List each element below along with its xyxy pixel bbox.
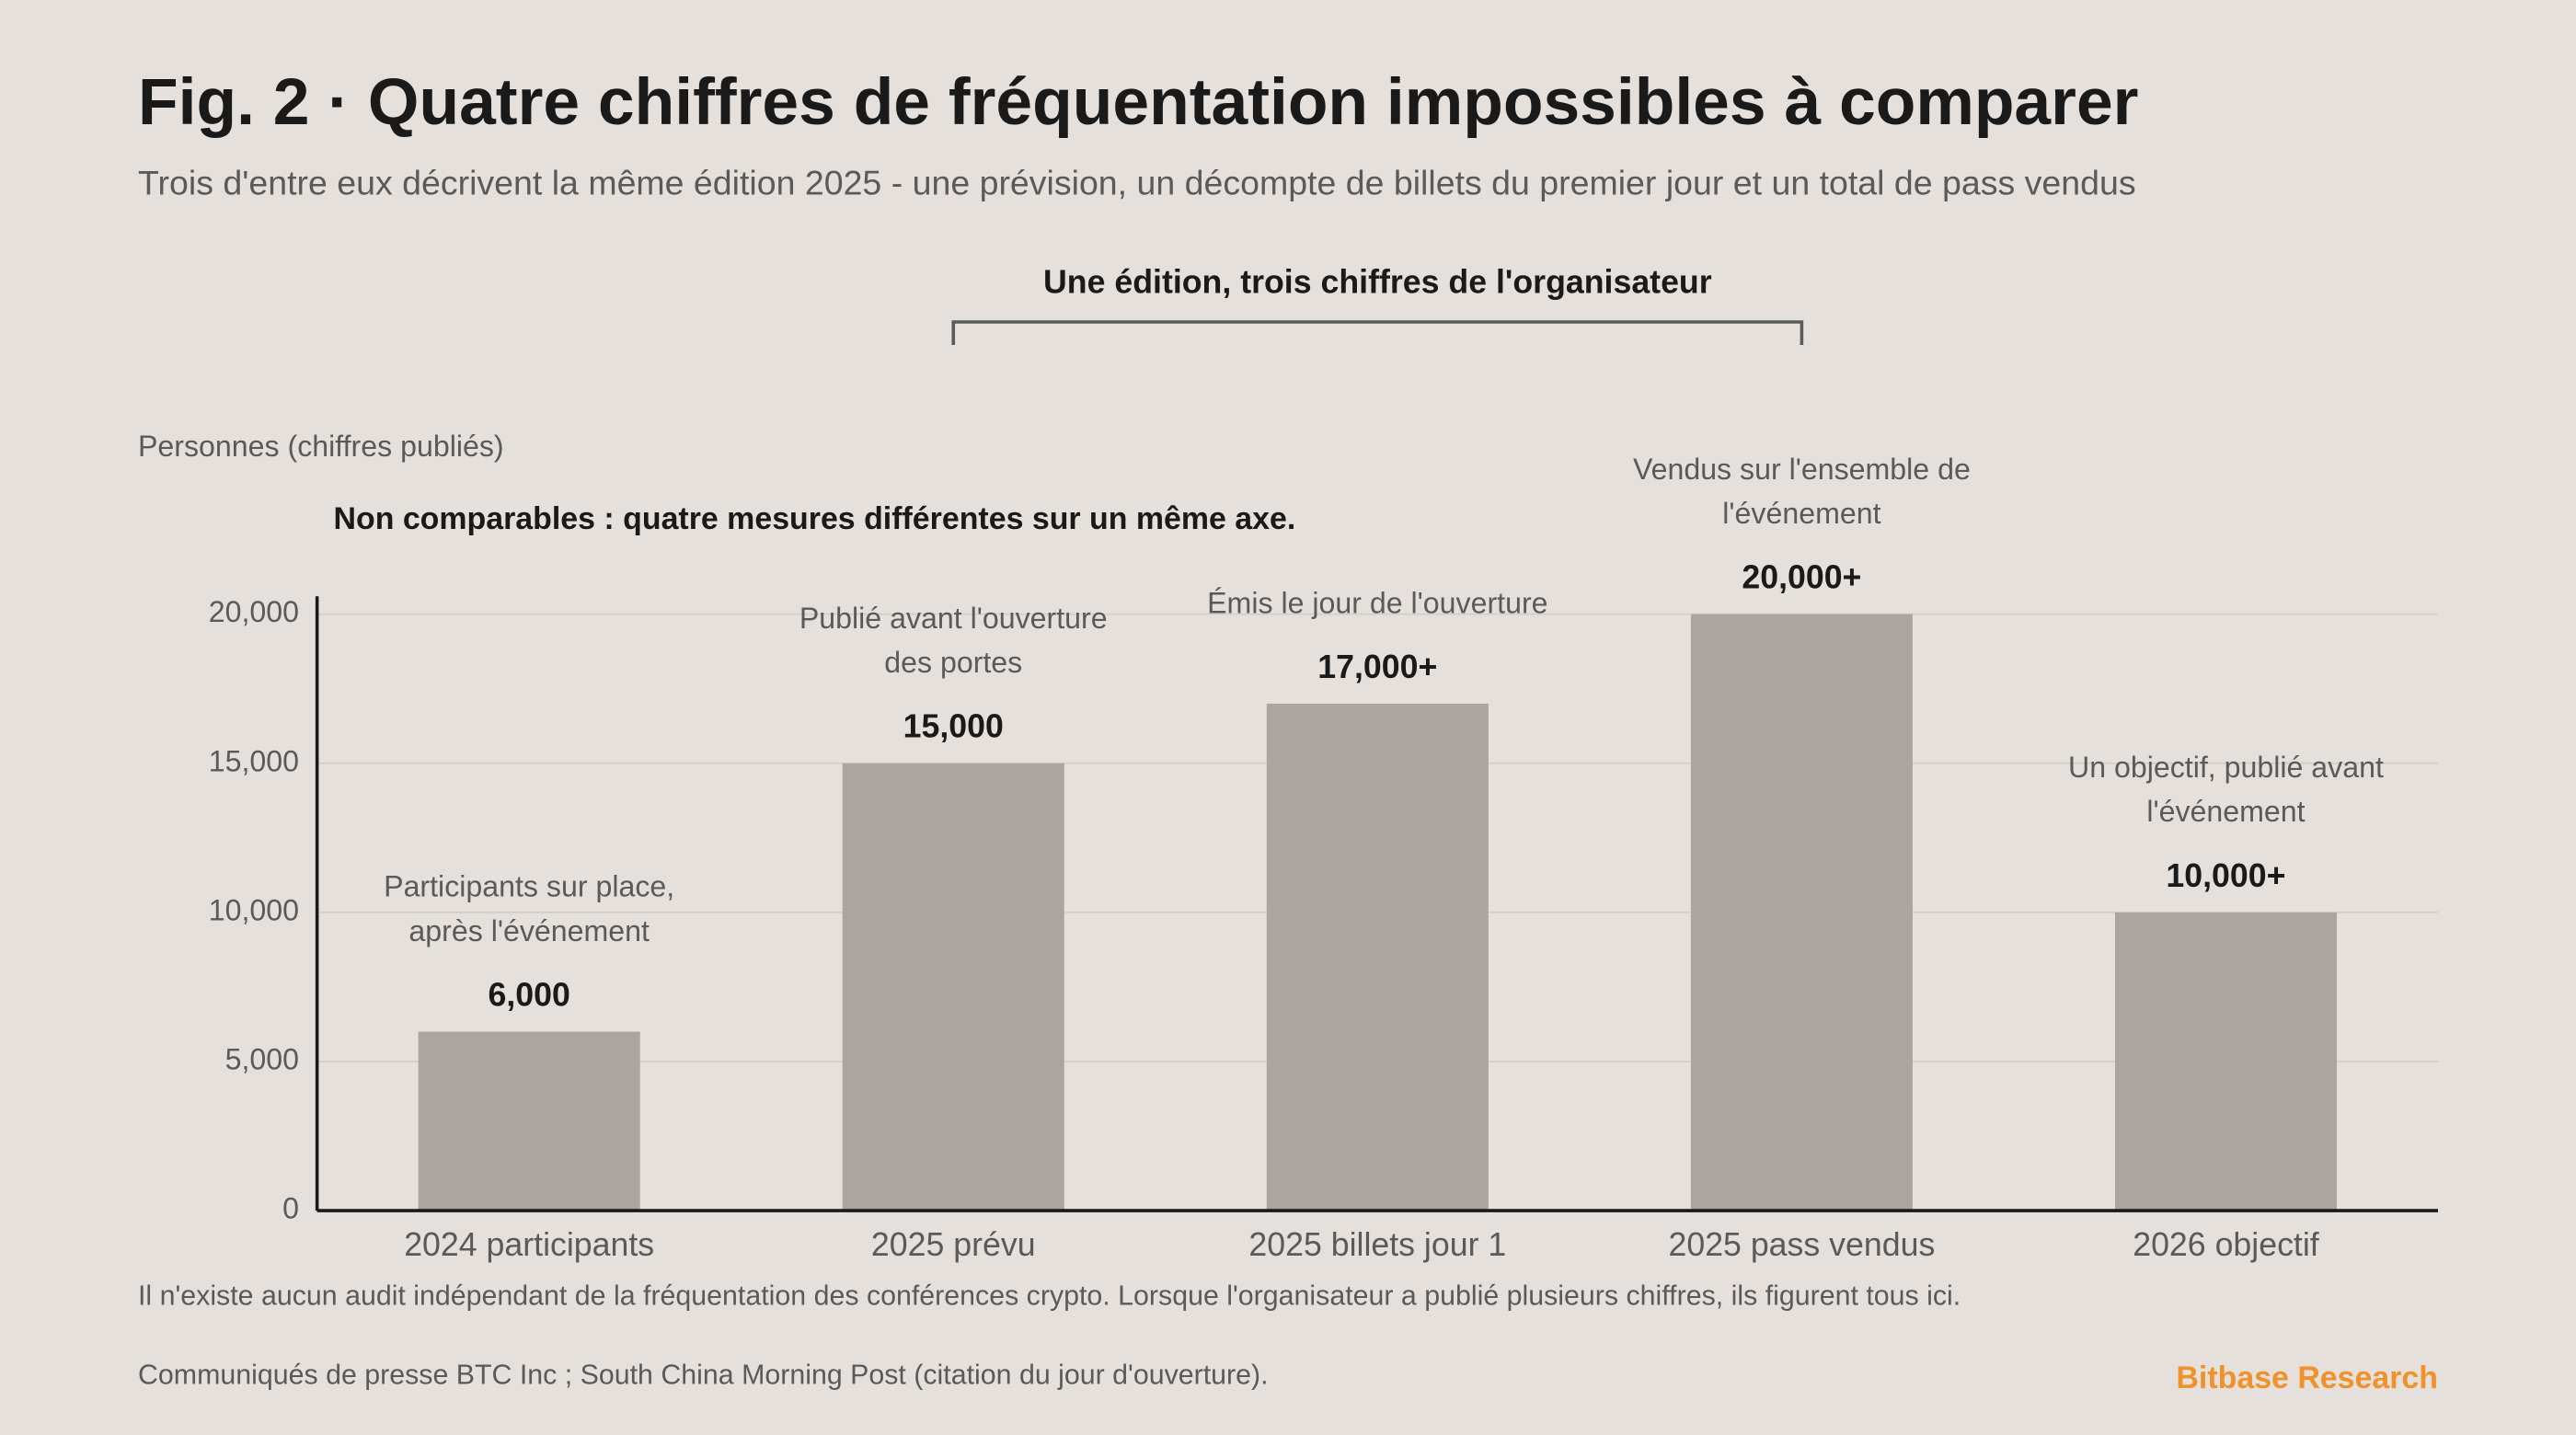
bar <box>418 1031 640 1211</box>
value-label: 15,000 <box>903 708 1004 745</box>
annotation: l'événement <box>1722 497 1880 530</box>
brand: Bitbase Research <box>2176 1360 2438 1395</box>
y-axis-label: Personnes (chiffres publiés) <box>138 430 504 463</box>
bar <box>1690 614 1913 1211</box>
y-tick-label: 20,000 <box>209 595 299 628</box>
bar <box>2114 912 2337 1211</box>
value-label: 10,000+ <box>2166 857 2285 894</box>
footnote: Il n'existe aucun audit indépendant de l… <box>138 1281 1961 1312</box>
y-tick-label: 0 <box>282 1192 299 1225</box>
annotation: des portes <box>884 646 1022 679</box>
x-tick-label: 2025 billets jour 1 <box>1248 1226 1506 1263</box>
x-tick-label: 2024 participants <box>404 1226 654 1263</box>
chart-title: Fig. 2 · Quatre chiffres de fréquentatio… <box>138 65 2138 139</box>
y-tick-label: 15,000 <box>209 744 299 777</box>
value-label: 17,000+ <box>1317 649 1437 685</box>
value-label: 6,000 <box>488 976 569 1013</box>
annotation: Participants sur place, <box>384 870 674 903</box>
bracket <box>951 320 1804 346</box>
bar <box>842 763 1064 1211</box>
annotation: Vendus sur l'ensemble de <box>1633 453 1971 486</box>
x-tick-label: 2025 pass vendus <box>1668 1226 1935 1263</box>
value-label: 20,000+ <box>1742 559 1861 596</box>
source: Communiqués de presse BTC Inc ; South Ch… <box>138 1360 1269 1390</box>
note: Non comparables : quatre mesures différe… <box>334 501 1296 536</box>
y-tick-label: 5,000 <box>225 1042 299 1075</box>
annotation: Un objectif, publié avant <box>2068 751 2384 784</box>
annotation: après l'événement <box>408 914 650 947</box>
annotation: Publié avant l'ouverture <box>799 602 1108 635</box>
annotation: l'événement <box>2146 795 2305 828</box>
y-tick-label: 10,000 <box>209 893 299 926</box>
x-tick-label: 2026 objectif <box>2133 1226 2319 1263</box>
bar <box>1266 703 1489 1211</box>
subtitle: Trois d'entre eux décrivent la même édit… <box>138 164 2136 202</box>
annotation: Émis le jour de l'ouverture <box>1207 586 1547 619</box>
bracket-label: Une édition, trois chiffres de l'organis… <box>1043 263 1712 300</box>
x-tick-label: 2025 prévu <box>871 1226 1036 1263</box>
